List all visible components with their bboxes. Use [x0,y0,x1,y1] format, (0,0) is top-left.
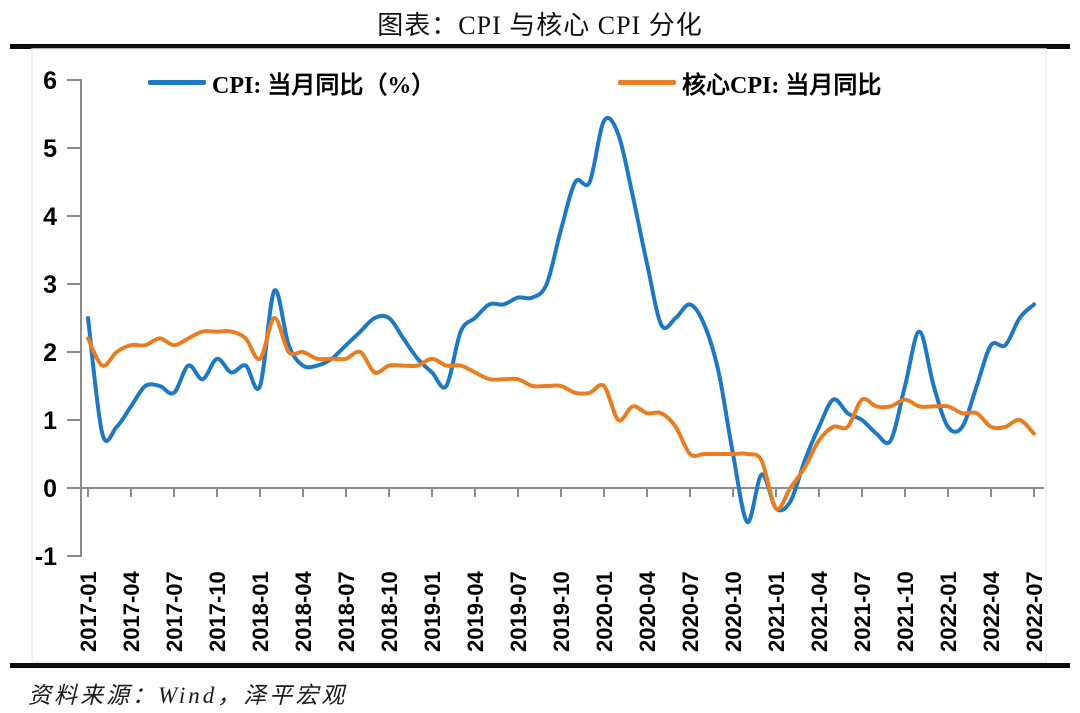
x-tick-label: 2017-07 [162,571,187,652]
x-tick-label: 2022-07 [1022,571,1047,652]
legend-label-cpi: CPI: 当月同比（%） [212,72,436,99]
core-cpi-line-swatch [618,79,676,85]
legend-item-core-cpi: 核心CPI: 当月同比 [618,66,882,99]
x-tick-label: 2018-10 [377,571,402,652]
page-title: 图表：CPI 与核心 CPI 分化 [377,11,703,40]
x-tick-label: 2019-04 [463,570,488,652]
plot-frame [31,48,1047,663]
x-tick-label: 2020-04 [635,570,660,652]
y-tick-label: 5 [43,135,57,163]
legend-item-cpi: CPI: 当月同比（%） [148,66,436,99]
y-tick-label: -1 [35,543,57,571]
x-tick-label: 2021-07 [850,571,875,652]
x-tick-label: 2021-01 [764,571,789,652]
x-tick-label: 2018-07 [334,571,359,652]
series-lines [86,115,1036,525]
x-tick-label: 2022-04 [979,570,1004,652]
x-tick-label: 2018-01 [248,571,273,652]
x-tick-label: 2018-04 [291,570,316,652]
legend-label-core-cpi: 核心CPI: 当月同比 [682,72,882,99]
axes: 6 5 4 3 2 1 0 -1 2017-01 2017-04 2017-07 2017-10 201… [35,67,1047,652]
x-tick-label: 2022-01 [936,571,961,652]
y-tick-label: 1 [43,407,57,435]
y-tick-label: 3 [43,271,57,299]
y-tick-label: 2 [43,339,57,367]
top-divider [10,44,1070,49]
x-tick-label: 2020-07 [678,571,703,652]
source-note: 资料来源：Wind，泽平宏观 [28,683,348,708]
x-tick-label: 2020-10 [721,571,746,652]
plot-border [31,48,1047,663]
x-tick-label: 2021-10 [893,571,918,652]
y-tick-label: 0 [43,475,57,503]
y-tick-label: 6 [43,67,57,95]
x-tick-label: 2021-04 [807,570,832,652]
x-tick-label: 2017-01 [76,571,101,652]
y-tick-label: 4 [43,203,57,231]
bottom-divider [10,663,1070,668]
x-tick-label: 2019-01 [420,571,445,652]
x-tick-label: 2017-04 [119,570,144,652]
x-tick-label: 2019-07 [506,571,531,652]
x-tick-label: 2020-01 [592,571,617,652]
x-tick-label: 2019-10 [549,571,574,652]
x-tick-label: 2017-10 [205,571,230,652]
cpi-line-swatch [148,79,206,85]
core-cpi-line [86,315,1036,512]
cpi-line [86,115,1036,525]
